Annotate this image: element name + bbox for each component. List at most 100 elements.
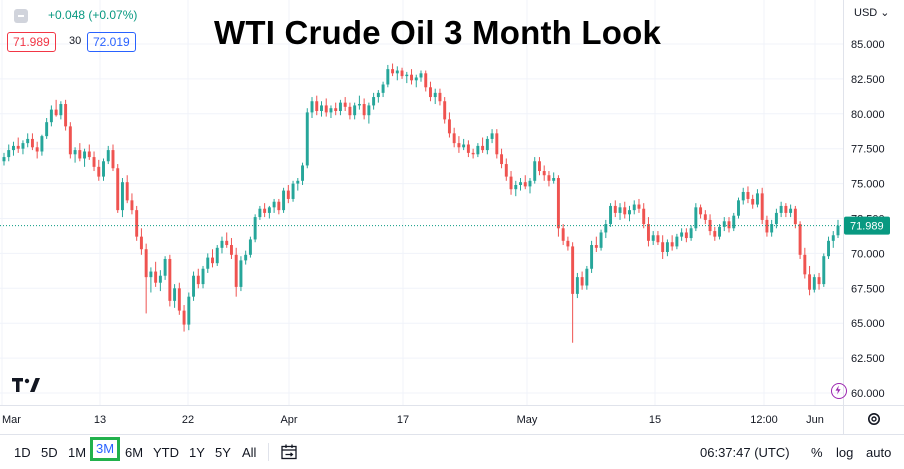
candle [803,247,807,279]
candle-body [196,275,200,285]
candle [263,203,267,218]
candle [201,265,205,289]
candle-body [248,239,252,255]
utc-clock[interactable]: 06:37:47 (UTC) [700,445,790,460]
time-axis: Mar 13 22 Apr 17 May 15 12:00 Jun [0,405,904,426]
candle-body [718,226,722,237]
candle-body [40,136,44,152]
range-1m[interactable]: 1M [68,445,87,460]
candle [504,158,508,181]
candle [722,217,726,232]
candle [665,239,669,257]
candle-body [722,221,726,227]
range-all[interactable]: All [242,445,257,460]
candle-body [590,245,594,269]
candle [92,151,96,172]
x-tick-label: 12:00 [750,414,778,426]
candle [391,63,395,77]
range-6m[interactable]: 6M [125,445,144,460]
candle-body [831,235,835,241]
candle [348,102,352,120]
candle-body [49,109,53,123]
candle [253,214,257,243]
calendar-range-icon[interactable] [280,443,298,461]
percent-scale-toggle[interactable]: % [811,445,823,460]
candle-body [282,190,286,211]
gear-icon[interactable] [866,411,882,427]
candle [353,102,357,120]
candle [779,201,783,218]
candle-body [628,210,631,215]
candle-body [637,204,641,209]
candle-body [533,161,537,181]
candle-body [130,200,134,211]
candle [310,97,314,118]
candle-body [116,168,120,211]
range-5d[interactable]: 5D [41,445,58,460]
candle-body [708,219,712,232]
candle [675,233,679,250]
lightning-icon[interactable] [831,383,847,399]
candle-body [609,205,613,225]
candle [68,122,72,159]
candle [741,187,745,205]
candle [83,148,87,167]
candle-body [405,74,409,77]
range-ytd[interactable]: YTD [153,445,179,460]
ask-price-button[interactable]: 72.019 [87,32,136,52]
tradingview-logo-icon[interactable] [12,377,42,393]
candle [173,284,177,308]
candle-body [500,154,504,165]
candle-body [822,256,826,285]
minus-icon[interactable] [14,9,28,23]
candle-body [315,101,319,112]
candle [642,203,646,229]
candle-body [542,171,546,176]
y-tick-label: 70.000 [851,248,885,260]
candle-body [177,288,181,311]
candle-body [87,151,91,158]
candle [452,127,456,148]
candle-body [793,208,797,225]
candle-body [324,105,328,113]
candle-body [362,104,366,116]
candle-body [64,104,68,127]
range-1y[interactable]: 1Y [189,445,205,460]
candle [49,105,53,127]
candle [234,247,238,297]
candle [765,215,769,237]
candle-body [343,102,347,107]
candle [471,148,475,159]
candle-body [135,210,139,237]
range-5y[interactable]: 5Y [215,445,231,460]
currency-selector[interactable]: USD ⌄ [854,7,890,19]
bid-price-button[interactable]: 71.989 [7,32,56,52]
range-3m-label: 3M [95,441,115,456]
candle [670,235,674,251]
candle-body [182,310,186,325]
candle-body [646,224,650,241]
candle-body [812,277,816,290]
candle-body [680,232,684,237]
range-1d[interactable]: 1D [14,445,31,460]
candle-body [452,133,456,144]
log-scale-toggle[interactable]: log [836,445,854,460]
candle-body [12,145,15,151]
candle [12,141,15,156]
candle-body [395,70,399,74]
candle-body [476,145,480,155]
range-3m-active[interactable]: 3M [90,437,120,461]
candle-body [784,205,788,213]
candle-body [623,207,627,215]
candle-body [239,260,243,287]
candle [490,129,494,144]
candle [466,140,470,158]
candle-body [220,240,224,248]
candle-body [372,97,376,106]
candle [135,205,139,241]
candle [87,144,91,160]
auto-scale-toggle[interactable]: auto [866,445,892,460]
candle [116,164,120,213]
